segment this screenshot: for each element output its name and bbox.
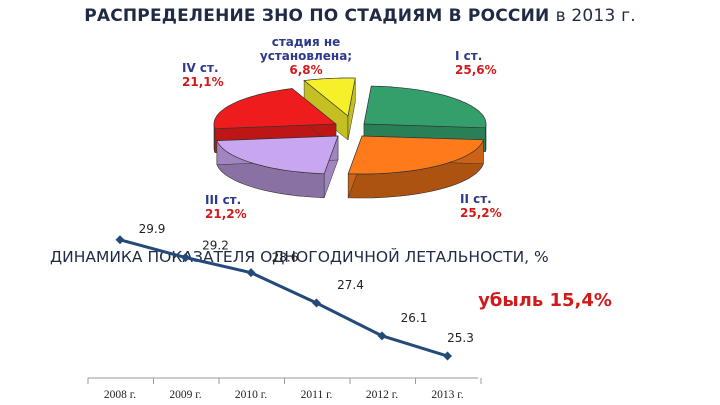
pie-title-year: в 2013 г. xyxy=(555,6,636,26)
x-tick-label: 2008 г. xyxy=(104,389,136,401)
series-line xyxy=(119,238,448,358)
data-point xyxy=(312,298,321,308)
pie-slice xyxy=(216,135,339,199)
pie-chart xyxy=(213,77,487,199)
pie-slice-name: II ст. xyxy=(460,192,492,206)
x-tick-label: 2013 г. xyxy=(431,389,463,401)
pie-slice-value: 25,2% xyxy=(460,206,502,220)
pie-slice-value: 6,8% xyxy=(289,63,322,77)
pie-slice-top xyxy=(363,85,487,129)
decline-annotation: убыль 15,4% xyxy=(478,290,612,311)
pie-slice-name: IV ст. xyxy=(182,61,219,75)
line-chart: 29.9 29.2 28.6 27.4 26.1 25.3 2008 г. 2009 г. 20… xyxy=(87,222,612,401)
pie-slice-name: стадия не xyxy=(272,35,341,49)
pie-slice-name: III ст. xyxy=(205,193,241,207)
pie-slice-top xyxy=(213,88,337,130)
pie-slice-name: I ст. xyxy=(455,49,482,63)
data-point xyxy=(443,351,452,361)
pie-slice-label: III ст.21,2% xyxy=(205,193,247,221)
data-label: 29.2 xyxy=(202,238,229,252)
pie-slice-name: установлена; xyxy=(260,49,352,63)
pie-slice xyxy=(347,135,484,199)
pie-slice-label: I ст.25,6% xyxy=(455,49,497,77)
pie-title-main: РАСПРЕДЕЛЕНИЕ ЗНО ПО СТАДИЯМ В РОССИИ xyxy=(84,6,550,26)
data-label: 26.1 xyxy=(401,311,428,325)
data-label: 25.3 xyxy=(447,331,474,345)
x-tick-label: 2012 г. xyxy=(366,389,398,401)
data-point xyxy=(377,331,387,341)
x-tick-label: 2010 г. xyxy=(235,389,267,401)
x-tick-label: 2011 г. xyxy=(301,389,333,401)
pie-slice-value: 21,2% xyxy=(205,207,247,221)
pie-slice-value: 25,6% xyxy=(455,63,497,77)
pie-slice-top xyxy=(347,135,484,175)
data-label: 29.9 xyxy=(139,222,166,236)
pie-slice xyxy=(303,77,356,141)
pie-slice-label: II ст.25,2% xyxy=(460,192,502,220)
pie-chart-title: РАСПРЕДЕЛЕНИЕ ЗНО ПО СТАДИЯМ В РОССИИ в … xyxy=(0,6,720,26)
pie-slice-top xyxy=(303,77,356,117)
pie-slice-label: IV ст.21,1% xyxy=(182,61,224,89)
data-point xyxy=(181,252,190,262)
data-point xyxy=(246,268,256,278)
x-tick-label: 2009 г. xyxy=(169,389,201,401)
pie-slice-value: 21,1% xyxy=(182,75,224,89)
data-point xyxy=(115,235,125,245)
line-chart-title: ДИНАМИКА ПОКАЗАТЕЛЯ ОДНОГОДИЧНОЙ ЛЕТАЛЬН… xyxy=(50,248,549,266)
pie-slice-top xyxy=(216,135,339,175)
data-label: 28.6 xyxy=(272,251,299,265)
data-label: 27.4 xyxy=(337,278,364,292)
